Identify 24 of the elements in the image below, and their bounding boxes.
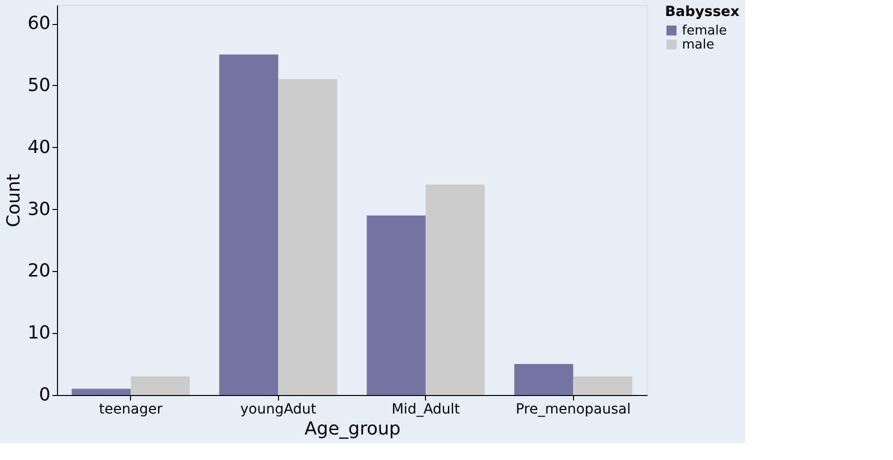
- bar: [514, 364, 574, 395]
- y-axis-title: Count: [4, 174, 25, 228]
- x-tick-label: Mid_Adult: [392, 402, 460, 418]
- y-tick-label: 40: [28, 136, 50, 158]
- bar: [426, 184, 485, 395]
- x-tick-label: youngAdut: [240, 402, 317, 418]
- legend-title: Babyssex: [665, 4, 740, 20]
- bar: [130, 376, 190, 395]
- legend-label: male: [682, 38, 714, 52]
- y-tick-label: 60: [28, 13, 50, 34]
- y-tick-label: 30: [28, 198, 50, 220]
- bar: [278, 79, 338, 395]
- bar: [573, 376, 632, 395]
- bar: [72, 388, 131, 395]
- y-tick-label: 0: [39, 384, 50, 406]
- y-tick-label: 10: [28, 322, 50, 344]
- x-tick-label: teenager: [99, 402, 163, 418]
- bar: [219, 54, 278, 395]
- x-axis-title: Age_group: [304, 418, 401, 440]
- y-tick-label: 50: [28, 74, 50, 96]
- x-tick-label: Pre_menopausal: [516, 402, 631, 418]
- legend-label: female: [682, 24, 727, 38]
- y-tick-label: 20: [28, 260, 50, 282]
- bar: [366, 215, 426, 395]
